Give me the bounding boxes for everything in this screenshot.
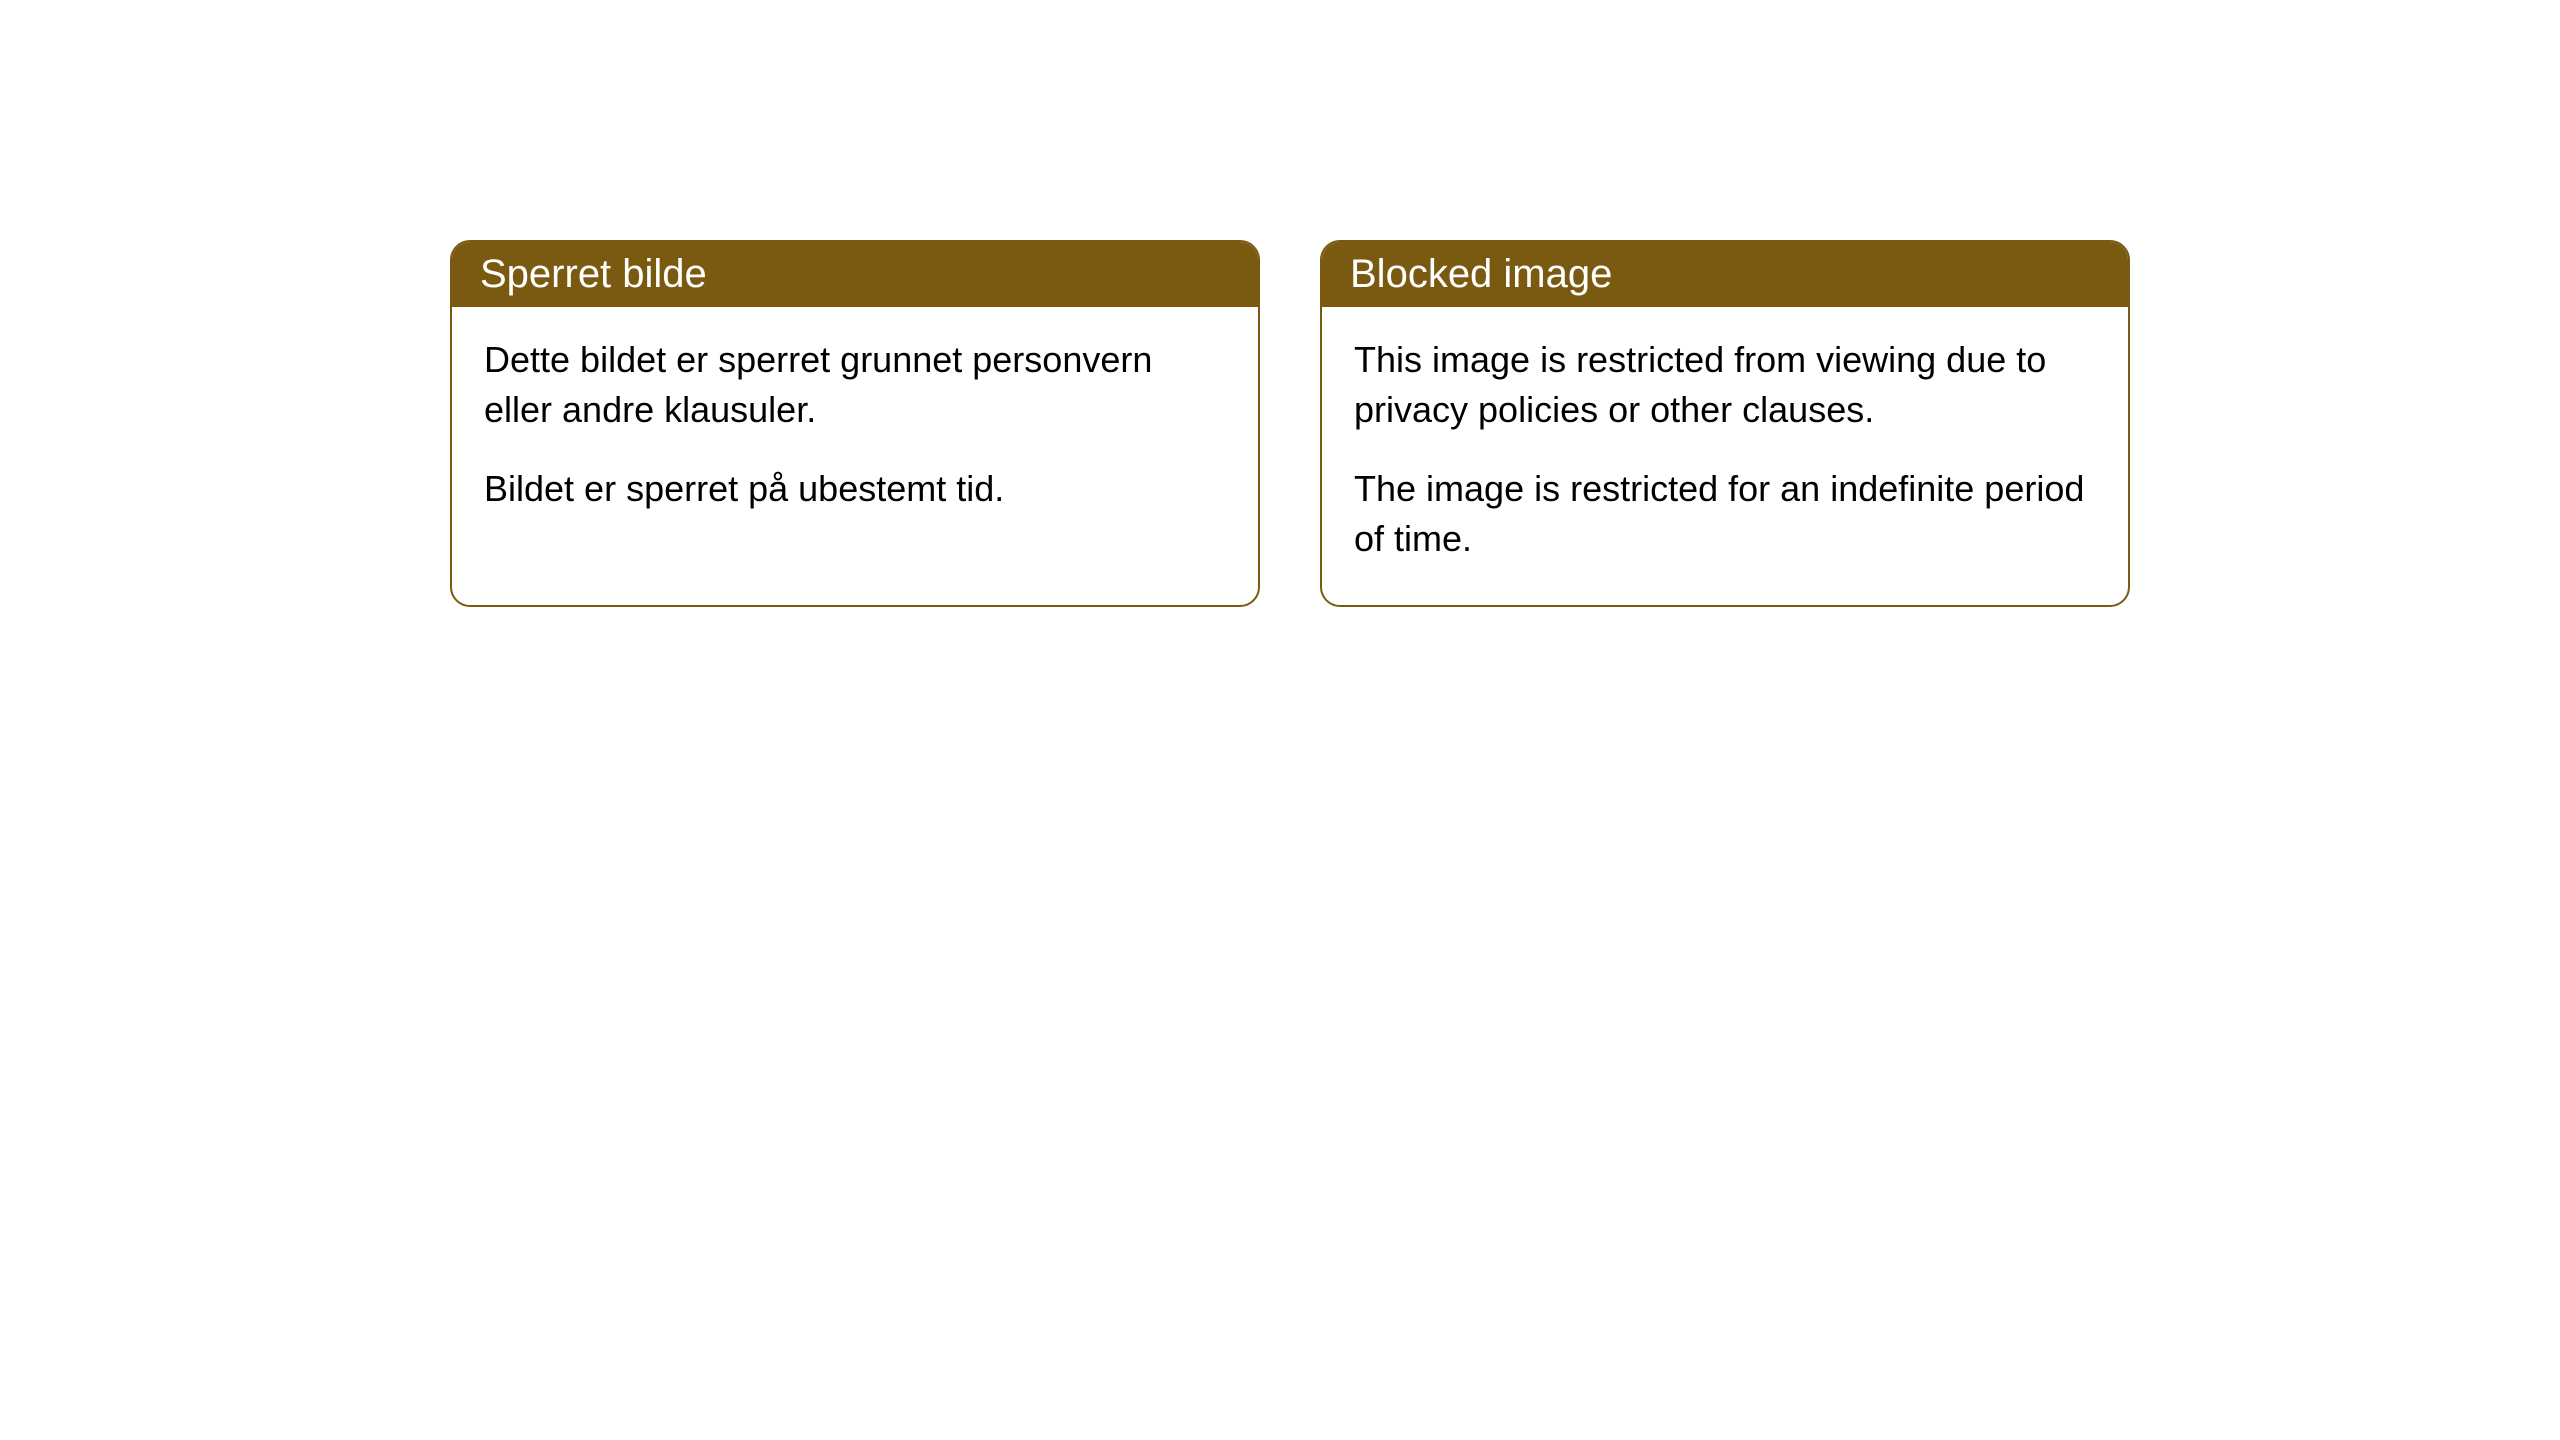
notice-cards-container: Sperret bilde Dette bildet er sperret gr… (450, 240, 2130, 607)
notice-card-norwegian: Sperret bilde Dette bildet er sperret gr… (450, 240, 1260, 607)
card-body-english: This image is restricted from viewing du… (1322, 307, 2128, 605)
notice-card-english: Blocked image This image is restricted f… (1320, 240, 2130, 607)
notice-text-english-1: This image is restricted from viewing du… (1354, 335, 2096, 436)
notice-text-norwegian-2: Bildet er sperret på ubestemt tid. (484, 464, 1226, 514)
card-body-norwegian: Dette bildet er sperret grunnet personve… (452, 307, 1258, 554)
notice-text-norwegian-1: Dette bildet er sperret grunnet personve… (484, 335, 1226, 436)
card-header-norwegian: Sperret bilde (452, 242, 1258, 307)
notice-text-english-2: The image is restricted for an indefinit… (1354, 464, 2096, 565)
card-header-english: Blocked image (1322, 242, 2128, 307)
